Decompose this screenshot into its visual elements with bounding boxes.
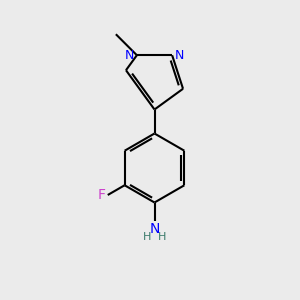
Text: N: N [125, 49, 134, 62]
Text: H: H [158, 232, 166, 242]
Text: F: F [97, 188, 105, 202]
Text: N: N [149, 222, 160, 236]
Text: N: N [175, 49, 184, 62]
Text: H: H [143, 232, 151, 242]
